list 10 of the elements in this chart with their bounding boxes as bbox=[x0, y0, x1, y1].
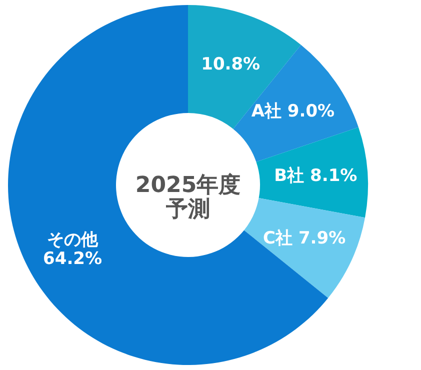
text: 2025年度 bbox=[135, 172, 241, 198]
slice-label: B社 8.1% bbox=[274, 166, 358, 186]
slice-label: A社 9.0% bbox=[251, 102, 335, 122]
slice-label: その他 bbox=[47, 230, 100, 250]
data-label: 64.2% bbox=[43, 249, 102, 270]
text: 予測 bbox=[165, 197, 210, 222]
data-label: 10.8% bbox=[201, 54, 260, 74]
donut-slice bbox=[244, 198, 366, 298]
donut-slice bbox=[256, 127, 368, 218]
slice-label: C社 7.9% bbox=[263, 228, 346, 248]
